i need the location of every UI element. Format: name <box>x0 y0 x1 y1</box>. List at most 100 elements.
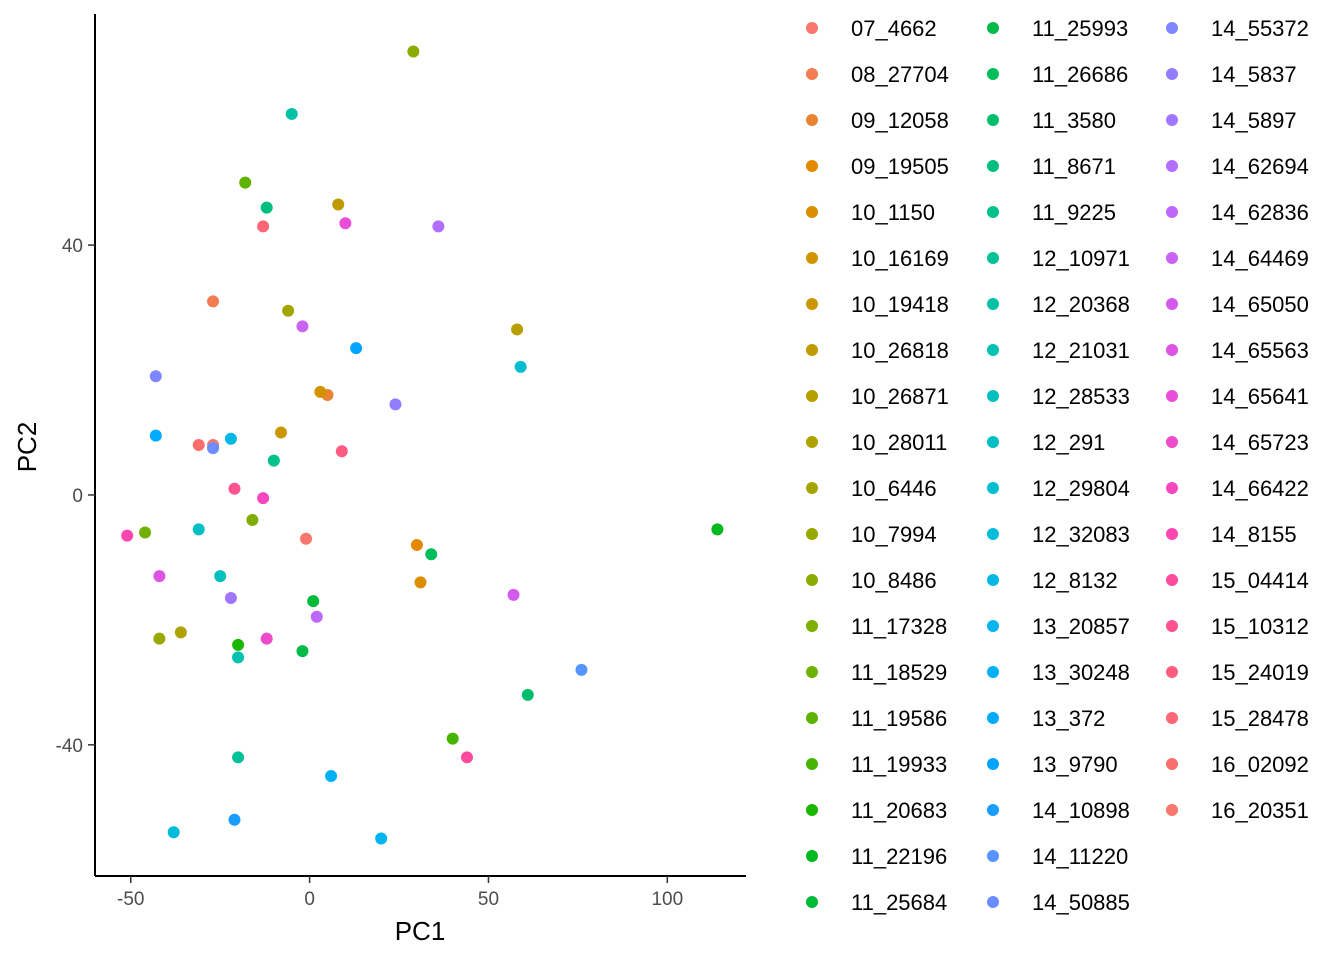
legend-label: 16_20351 <box>1211 798 1309 823</box>
legend-label: 09_19505 <box>851 154 949 179</box>
point-11_19933 <box>446 732 459 745</box>
legend-label: 14_65563 <box>1211 338 1309 363</box>
legend-key <box>987 620 999 632</box>
legend-key <box>1166 804 1178 816</box>
legend-item: 11_17328 <box>806 614 947 639</box>
legend-key <box>987 22 999 34</box>
legend-label: 13_372 <box>1032 706 1105 731</box>
point-11_18529 <box>139 526 152 539</box>
legend-key <box>806 896 818 908</box>
legend-label: 13_9790 <box>1032 752 1118 777</box>
legend-label: 15_10312 <box>1211 614 1309 639</box>
legend-label: 10_8486 <box>851 568 937 593</box>
point-14_65723 <box>260 632 273 645</box>
legend-item: 12_20368 <box>987 292 1130 317</box>
legend-key <box>1166 68 1178 80</box>
legend-label: 14_8155 <box>1211 522 1297 547</box>
point-11_3580 <box>521 688 534 701</box>
legend-label: 14_65641 <box>1211 384 1309 409</box>
legend-item: 11_8671 <box>987 154 1116 179</box>
legend-label: 09_12058 <box>851 108 949 133</box>
legend-item: 11_19586 <box>806 706 947 731</box>
legend-key <box>987 206 999 218</box>
legend-item: 07_4662 <box>806 16 937 41</box>
legend-item: 10_26871 <box>806 384 949 409</box>
legend-item: 10_28011 <box>806 430 947 455</box>
point-11_26686 <box>425 548 438 561</box>
legend-label: 15_04414 <box>1211 568 1309 593</box>
point-10_16169 <box>314 385 327 398</box>
legend-label: 11_19933 <box>851 752 947 777</box>
point-11_17328 <box>246 513 259 526</box>
legend-label: 14_55372 <box>1211 16 1309 41</box>
legend-label: 12_32083 <box>1032 522 1130 547</box>
legend-key <box>987 298 999 310</box>
legend-item: 11_3580 <box>987 108 1116 133</box>
point-14_5837 <box>389 398 402 411</box>
legend-item: 14_65723 <box>1166 430 1309 455</box>
legend-item: 12_291 <box>987 430 1105 455</box>
legend-label: 14_62836 <box>1211 200 1309 225</box>
legend-item: 12_32083 <box>987 522 1130 547</box>
legend-item: 10_7994 <box>806 522 937 547</box>
point-13_372 <box>149 429 162 442</box>
legend-key <box>987 528 999 540</box>
legend-item: 11_20683 <box>806 798 947 823</box>
legend-key <box>1166 298 1178 310</box>
legend-key <box>987 482 999 494</box>
point-10_28011 <box>174 626 187 639</box>
legend-label: 11_26686 <box>1032 62 1128 87</box>
point-14_66422 <box>257 492 270 505</box>
legend-key <box>987 390 999 402</box>
legend-item: 14_55372 <box>1166 16 1309 41</box>
point-10_26871 <box>511 323 524 336</box>
legend-key <box>1166 620 1178 632</box>
point-14_65641 <box>339 217 352 230</box>
legend-item: 12_8132 <box>987 568 1118 593</box>
legend-key <box>987 804 999 816</box>
point-12_21031 <box>232 651 245 664</box>
plot-area <box>121 45 724 845</box>
x-tick-label: 50 <box>478 889 499 910</box>
legend-key <box>806 666 818 678</box>
legend-key <box>987 68 999 80</box>
legend-item: 11_26686 <box>987 62 1128 87</box>
legend-key <box>806 528 818 540</box>
legend-item: 08_27704 <box>806 62 949 87</box>
legend-item: 15_04414 <box>1166 568 1309 593</box>
legend-key <box>987 896 999 908</box>
legend-key <box>987 712 999 724</box>
legend-item: 12_28533 <box>987 384 1130 409</box>
legend: 07_4662 08_27704 09_12058 09_19505 10_1150 10… <box>806 16 1309 915</box>
legend-item: 14_65050 <box>1166 292 1309 317</box>
legend-key <box>1166 252 1178 264</box>
legend-key <box>987 252 999 264</box>
legend-key <box>987 666 999 678</box>
legend-key <box>806 160 818 172</box>
point-10_6446 <box>282 304 295 317</box>
point-14_64469 <box>296 320 309 333</box>
legend-label: 11_3580 <box>1032 108 1116 133</box>
legend-key <box>806 758 818 770</box>
legend-item: 11_25993 <box>987 16 1128 41</box>
point-12_20368 <box>285 107 298 120</box>
legend-label: 12_291 <box>1032 430 1105 455</box>
point-14_62694 <box>432 220 445 233</box>
legend-label: 10_26871 <box>851 384 949 409</box>
legend-label: 11_18529 <box>851 660 947 685</box>
point-15_28478 <box>257 220 270 233</box>
legend-label: 07_4662 <box>851 16 937 41</box>
point-14_62836 <box>310 610 323 623</box>
point-14_65050 <box>507 588 520 601</box>
legend-key <box>806 206 818 218</box>
legend-key <box>1166 436 1178 448</box>
legend-key <box>1166 758 1178 770</box>
legend-item: 13_9790 <box>987 752 1118 777</box>
y-tick-label: 0 <box>72 486 83 507</box>
point-10_19418 <box>275 426 287 439</box>
legend-item: 13_30248 <box>987 660 1130 685</box>
point-14_50885 <box>207 442 220 455</box>
point-16_02092 <box>192 439 205 451</box>
